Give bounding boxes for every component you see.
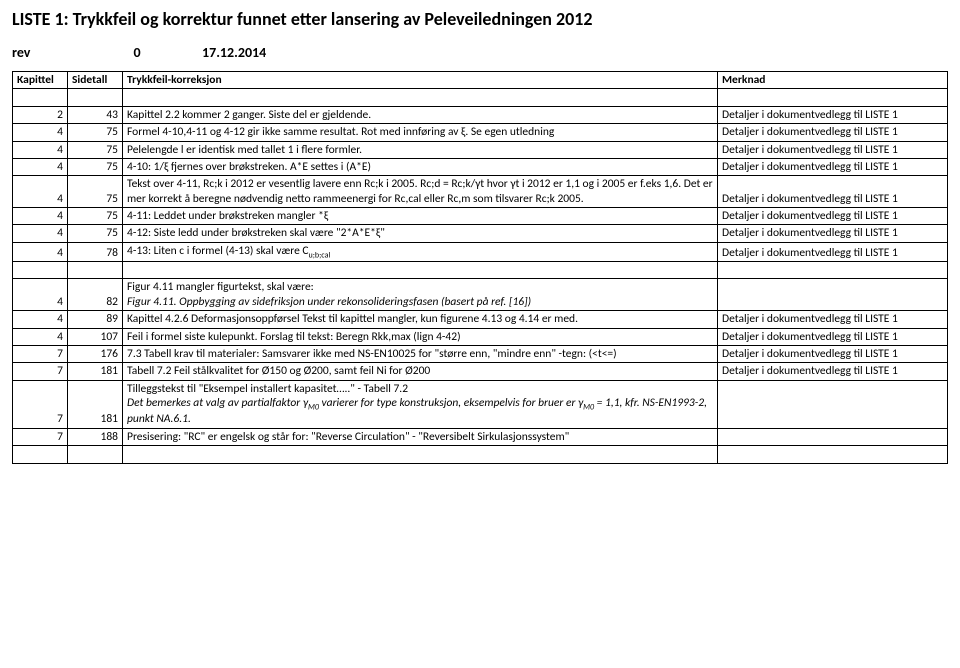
cell-merknad: Detaljer i dokumentvedlegg til LISTE 1 <box>718 225 948 242</box>
cell-merknad <box>718 279 948 311</box>
cell-kapittel: 4 <box>13 225 68 242</box>
table-row: 71767.3 Tabell krav til materialer: Sams… <box>13 345 948 362</box>
table-row: 243Kapittel 2.2 kommer 2 ganger. Siste d… <box>13 106 948 123</box>
cell-sidetall: 75 <box>68 176 123 208</box>
cell-merknad: Detaljer i dokumentvedlegg til LISTE 1 <box>718 311 948 328</box>
cell-kapittel: 4 <box>13 242 68 261</box>
cell-trykkfeil: Pelelengde l er identisk med tallet 1 i … <box>123 141 718 158</box>
cell-merknad: Detaljer i dokumentvedlegg til LISTE 1 <box>718 242 948 261</box>
cell-kapittel: 4 <box>13 141 68 158</box>
cell-sidetall: 107 <box>68 328 123 345</box>
table-row: 475Formel 4-10,4-11 og 4-12 gir ikke sam… <box>13 124 948 141</box>
table-row: 7181Tilleggstekst til "Eksempel installe… <box>13 380 948 428</box>
cell-kapittel: 2 <box>13 106 68 123</box>
table-row: 7188Presisering: "RC" er engelsk og står… <box>13 428 948 445</box>
page-title: LISTE 1: Trykkfeil og korrektur funnet e… <box>12 8 948 30</box>
table-row: 489Kapittel 4.2.6 Deformasjonsoppførsel … <box>13 311 948 328</box>
table-row: 4754-12: Siste ledd under brøkstreken sk… <box>13 225 948 242</box>
cell-trykkfeil: Feil i formel siste kulepunkt. Forslag t… <box>123 328 718 345</box>
cell-trykkfeil: Formel 4-10,4-11 og 4-12 gir ikke samme … <box>123 124 718 141</box>
cell-trykkfeil: 4-12: Siste ledd under brøkstreken skal … <box>123 225 718 242</box>
cell-kapittel: 4 <box>13 124 68 141</box>
cell-sidetall: 78 <box>68 242 123 261</box>
cell-sidetall: 176 <box>68 345 123 362</box>
table-header-row: Kapittel Sidetall Trykkfeil-korreksjon M… <box>13 72 948 89</box>
table-row-blank <box>13 89 948 106</box>
col-merknad: Merknad <box>718 72 948 89</box>
col-sidetall: Sidetall <box>68 72 123 89</box>
cell-kapittel: 7 <box>13 345 68 362</box>
cell-sidetall: 75 <box>68 158 123 175</box>
cell-merknad: Detaljer i dokumentvedlegg til LISTE 1 <box>718 363 948 380</box>
cell-sidetall: 181 <box>68 380 123 428</box>
cell-kapittel: 7 <box>13 428 68 445</box>
cell-merknad: Detaljer i dokumentvedlegg til LISTE 1 <box>718 345 948 362</box>
cell-trykkfeil: 7.3 Tabell krav til materialer: Samsvare… <box>123 345 718 362</box>
rev-value: 0 <box>72 44 202 61</box>
cell-trykkfeil: Kapittel 2.2 kommer 2 ganger. Siste del … <box>123 106 718 123</box>
cell-merknad: Detaljer i dokumentvedlegg til LISTE 1 <box>718 124 948 141</box>
table-body: 243Kapittel 2.2 kommer 2 ganger. Siste d… <box>13 89 948 463</box>
cell-sidetall: 181 <box>68 363 123 380</box>
cell-kapittel: 4 <box>13 311 68 328</box>
cell-sidetall: 75 <box>68 124 123 141</box>
table-row: 4784-13: Liten c i formel (4-13) skal væ… <box>13 242 948 261</box>
cell-merknad: Detaljer i dokumentvedlegg til LISTE 1 <box>718 141 948 158</box>
table-row: 4754-10: 1/ξ fjernes over brøkstreken. A… <box>13 158 948 175</box>
cell-trykkfeil: 4-11: Leddet under brøkstreken mangler *… <box>123 208 718 225</box>
table-row <box>13 262 948 279</box>
cell-trykkfeil: 4-13: Liten c i formel (4-13) skal være … <box>123 242 718 261</box>
cell-merknad: Detaljer i dokumentvedlegg til LISTE 1 <box>718 208 948 225</box>
cell-kapittel: 4 <box>13 279 68 311</box>
table-row <box>13 446 948 463</box>
cell-sidetall: 75 <box>68 208 123 225</box>
cell-merknad: Detaljer i dokumentvedlegg til LISTE 1 <box>718 176 948 208</box>
cell-trykkfeil: 4-10: 1/ξ fjernes over brøkstreken. A*E … <box>123 158 718 175</box>
rev-date: 17.12.2014 <box>202 44 266 61</box>
table-row: 4107Feil i formel siste kulepunkt. Forsl… <box>13 328 948 345</box>
cell-trykkfeil: Kapittel 4.2.6 Deformasjonsoppførsel Tek… <box>123 311 718 328</box>
col-kapittel: Kapittel <box>13 72 68 89</box>
cell-trykkfeil: Tilleggstekst til "Eksempel installert k… <box>123 380 718 428</box>
cell-merknad <box>718 428 948 445</box>
revision-line: rev 0 17.12.2014 <box>12 44 948 61</box>
cell-sidetall: 89 <box>68 311 123 328</box>
table-row: 475Pelelengde l er identisk med tallet 1… <box>13 141 948 158</box>
table-row: 7181Tabell 7.2 Feil stålkvalitet for Ø15… <box>13 363 948 380</box>
cell-merknad: Detaljer i dokumentvedlegg til LISTE 1 <box>718 106 948 123</box>
cell-sidetall: 75 <box>68 225 123 242</box>
cell-merknad <box>718 380 948 428</box>
cell-kapittel: 4 <box>13 208 68 225</box>
errata-table: Kapittel Sidetall Trykkfeil-korreksjon M… <box>12 71 948 464</box>
cell-trykkfeil: Presisering: "RC" er engelsk og står for… <box>123 428 718 445</box>
cell-merknad: Detaljer i dokumentvedlegg til LISTE 1 <box>718 328 948 345</box>
cell-trykkfeil: Tekst over 4-11, Rc;k i 2012 er vesentli… <box>123 176 718 208</box>
cell-sidetall: 188 <box>68 428 123 445</box>
cell-merknad: Detaljer i dokumentvedlegg til LISTE 1 <box>718 158 948 175</box>
cell-kapittel: 7 <box>13 363 68 380</box>
table-row: 4754-11: Leddet under brøkstreken mangle… <box>13 208 948 225</box>
cell-sidetall: 75 <box>68 141 123 158</box>
cell-kapittel: 4 <box>13 158 68 175</box>
cell-kapittel: 4 <box>13 328 68 345</box>
cell-trykkfeil: Figur 4.11 mangler figurtekst, skal være… <box>123 279 718 311</box>
table-row: 475Tekst over 4-11, Rc;k i 2012 er vesen… <box>13 176 948 208</box>
cell-sidetall: 43 <box>68 106 123 123</box>
table-row: 482Figur 4.11 mangler figurtekst, skal v… <box>13 279 948 311</box>
cell-kapittel: 4 <box>13 176 68 208</box>
col-trykkfeil: Trykkfeil-korreksjon <box>123 72 718 89</box>
rev-label: rev <box>12 44 72 61</box>
cell-trykkfeil: Tabell 7.2 Feil stålkvalitet for Ø150 og… <box>123 363 718 380</box>
cell-kapittel: 7 <box>13 380 68 428</box>
cell-sidetall: 82 <box>68 279 123 311</box>
